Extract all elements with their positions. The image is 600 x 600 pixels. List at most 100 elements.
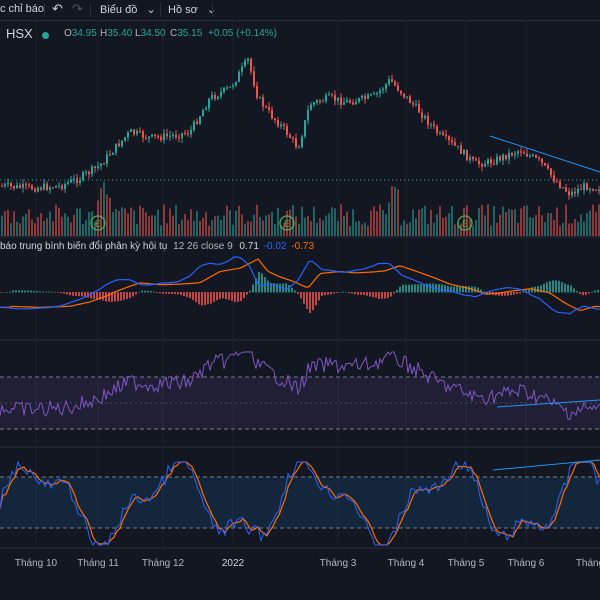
macd-hist-bar (501, 292, 503, 296)
volume-bar (43, 220, 45, 236)
volume-bar (370, 210, 372, 236)
volume-bar (223, 215, 225, 236)
volume-bar (265, 215, 267, 236)
volume-bar (541, 215, 543, 236)
candle-body (61, 185, 63, 189)
volume-bar (52, 221, 54, 236)
candle-body (466, 149, 468, 161)
undo-icon[interactable]: ↶ (52, 1, 63, 16)
volume-bar (145, 212, 147, 236)
candle-body (85, 171, 87, 173)
volume-bar (136, 223, 138, 236)
macd-hist-bar (141, 290, 143, 293)
volume-bar (28, 209, 30, 236)
candle-body (472, 157, 474, 160)
volume-bar (586, 213, 588, 236)
volume-bar (577, 221, 579, 236)
volume-bar (538, 206, 540, 236)
volume-bar (115, 209, 117, 236)
candle-body (106, 154, 108, 164)
candle-body (1, 186, 3, 187)
candle-body (568, 191, 570, 196)
macd-hist-bar (72, 292, 74, 296)
volume-bar (202, 217, 204, 236)
volume-bar (109, 197, 111, 236)
chart-menu-button[interactable]: Biểu đồ ⌄ (100, 3, 156, 16)
candle-body (193, 121, 195, 130)
macd-hist-bar (12, 290, 14, 293)
macd-hist-bar (339, 291, 341, 293)
volume-bar (289, 209, 291, 236)
candle-body (43, 183, 45, 190)
macd-hist-bar (246, 292, 248, 295)
macd-hist-bar (414, 284, 416, 293)
volume-bar (172, 215, 174, 236)
macd-hist-bar (54, 292, 56, 293)
macd-hist-bar (93, 292, 95, 299)
macd-hist-bar (396, 289, 398, 293)
macd-hist-bar (18, 290, 20, 293)
candle-body (142, 131, 144, 138)
redo-icon[interactable]: ↷ (72, 1, 83, 16)
macd-hist-bar (537, 286, 539, 293)
candle-body (373, 93, 375, 95)
macd-hist-bar (315, 292, 317, 306)
candle-body (163, 133, 165, 141)
volume-bar (448, 213, 450, 236)
candle-body (325, 95, 327, 102)
candle-body (208, 98, 210, 109)
macd-hist-bar (363, 292, 365, 296)
macd-legend[interactable]: báo trung bình biến đổi phân kỳ hội tụ 1… (0, 241, 314, 252)
candle-body (73, 178, 75, 180)
volume-bar (337, 220, 339, 236)
macd-hist-bar (324, 292, 326, 296)
volume-bar (247, 221, 249, 236)
volume-bar (214, 216, 216, 236)
macd-hist-bar (225, 292, 227, 300)
rsi-line (0, 351, 600, 421)
exchange-label[interactable]: HSX (6, 26, 33, 41)
candle-body (562, 187, 564, 189)
candle-body (103, 163, 105, 165)
macd-hist-bar (378, 292, 380, 299)
candle-body (289, 134, 291, 138)
volume-bar (484, 215, 486, 236)
indicators-button[interactable]: c chỉ báo (0, 3, 45, 15)
candle-body (262, 97, 264, 107)
volume-bar (82, 223, 84, 236)
macd-hist-bar (114, 292, 116, 302)
candle-body (130, 129, 132, 132)
candle-body (64, 183, 66, 189)
chart-menu-label: Biểu đồ (100, 4, 138, 16)
volume-bar (499, 214, 501, 236)
volume-bar (298, 223, 300, 236)
macd-hist-bar (504, 292, 506, 296)
macd-hist-bar (69, 292, 71, 296)
volume-bar (208, 225, 210, 236)
candle-body (592, 188, 594, 191)
candle-body (598, 189, 600, 191)
volume-bar (181, 219, 183, 236)
candle-body (469, 157, 471, 161)
volume-bar (286, 210, 288, 236)
candle-body (31, 185, 33, 190)
candle-body (145, 137, 147, 139)
macd-hist-bar (375, 292, 377, 298)
candle-body (331, 94, 333, 96)
volume-bar (379, 204, 381, 236)
candle-body (313, 102, 315, 105)
macd-hist-bar (198, 292, 200, 305)
macd-hist-bar (219, 292, 221, 299)
profile-menu-button[interactable]: Hồ sơ ⌄ (168, 3, 216, 16)
rsi-trendline (496, 399, 600, 408)
candle-body (379, 90, 381, 94)
macd-hist-bar (165, 292, 167, 294)
volume-bar (178, 223, 180, 236)
macd-hist-bar (291, 287, 293, 293)
time-axis-label: Tháng 5 (447, 558, 485, 569)
macd-hist-bar (186, 292, 188, 298)
macd-hist-bar (159, 292, 161, 294)
volume-bar (217, 215, 219, 236)
macd-hist-bar (162, 292, 164, 294)
